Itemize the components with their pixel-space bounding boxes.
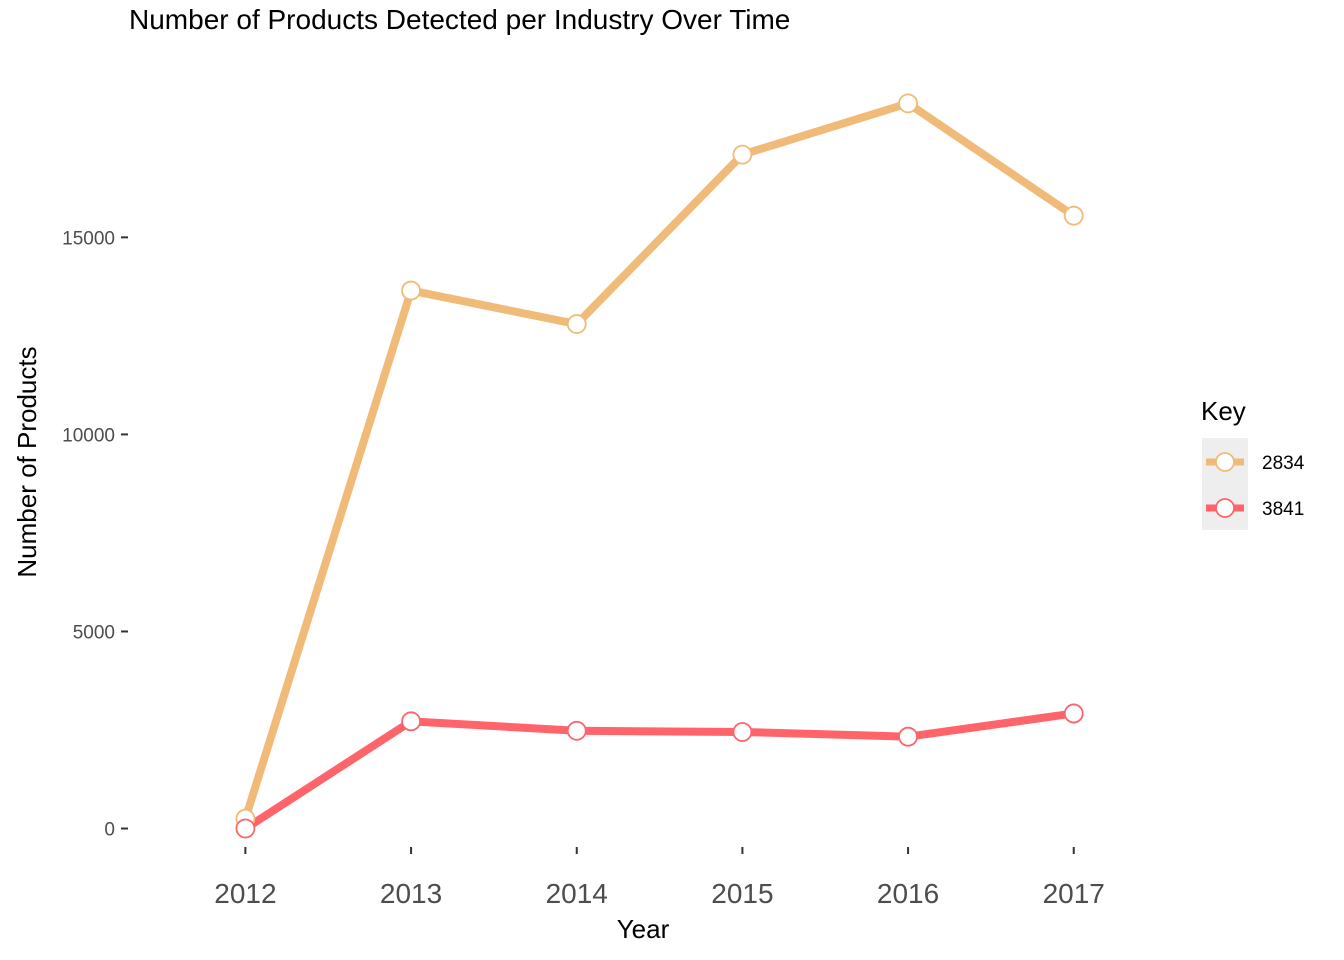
- x-tick-label-2017: 2017: [1043, 878, 1105, 909]
- data-point-2834-2013: [401, 280, 421, 301]
- x-axis: 2012 2013 2014 2015 2016 2017: [214, 847, 1105, 909]
- y-tick-label-10000: 10000: [62, 425, 115, 446]
- data-point-3841-2017: [1063, 703, 1084, 724]
- data-point-3841-2016: [898, 726, 918, 747]
- x-axis-title: Year: [617, 914, 670, 944]
- y-axis-title: Number of Products: [12, 346, 42, 577]
- data-point-2834-2014: [566, 314, 587, 334]
- data-point-3841-2012: [235, 818, 256, 839]
- y-tick-label-5000: 5000: [73, 622, 115, 643]
- y-axis: 0 5000 10000 15000: [62, 228, 128, 841]
- chart-title: Number of Products Detected per Industry…: [129, 4, 790, 35]
- x-tick-label-2014: 2014: [546, 878, 608, 909]
- legend-title: Key: [1201, 396, 1246, 426]
- data-point-3841-2013: [401, 711, 421, 732]
- x-tick-label-2012: 2012: [214, 878, 276, 909]
- x-tick-label-2013: 2013: [380, 878, 442, 909]
- plot-area: [235, 93, 1084, 839]
- data-point-3841-2014: [566, 720, 587, 741]
- legend-key-marker-2834: [1215, 452, 1235, 472]
- legend: Key 2834 3841: [1201, 396, 1305, 530]
- y-tick-label-15000: 15000: [62, 228, 115, 249]
- legend-key-marker-3841: [1215, 498, 1235, 518]
- data-point-2834-2015: [732, 144, 753, 165]
- legend-label-3841: 3841: [1262, 499, 1304, 520]
- series-line-2834: [241, 99, 1076, 820]
- data-point-2834-2017: [1063, 205, 1084, 226]
- x-tick-label-2016: 2016: [877, 878, 939, 909]
- x-tick-label-2015: 2015: [711, 878, 773, 909]
- y-tick-label-0: 0: [104, 820, 115, 841]
- legend-label-2834: 2834: [1262, 453, 1305, 474]
- data-point-2834-2016: [898, 93, 918, 114]
- series-line-3841: [243, 709, 1075, 832]
- data-point-3841-2015: [732, 722, 753, 742]
